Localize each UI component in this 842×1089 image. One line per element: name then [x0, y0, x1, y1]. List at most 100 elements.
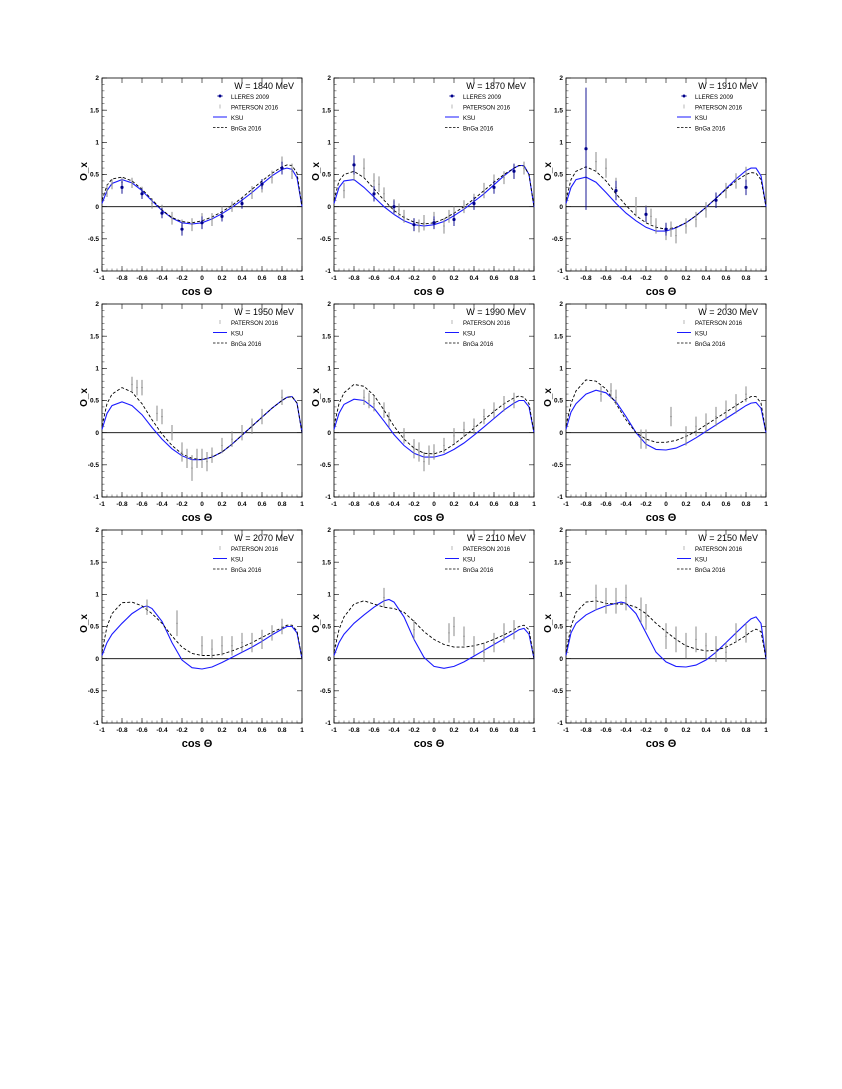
data-point-paterson — [640, 609, 642, 612]
data-point-paterson — [261, 415, 263, 418]
data-point-lleres — [584, 147, 588, 151]
x-tick-label: 0.8 — [277, 275, 286, 282]
data-point-lleres — [160, 211, 164, 215]
data-point-paterson — [735, 180, 737, 182]
legend-entry: KSU — [445, 558, 475, 564]
data-point-paterson — [745, 632, 747, 634]
y-tick-label: -0.5 — [88, 236, 100, 243]
legend-entry: KSU — [677, 116, 707, 122]
y-tick-label: -1 — [557, 494, 563, 501]
data-point-paterson — [201, 645, 203, 647]
data-point-paterson — [625, 596, 627, 599]
data-point-paterson — [403, 215, 405, 218]
x-tick-label: -0.4 — [620, 275, 632, 282]
data-point-paterson — [111, 183, 113, 185]
data-point-paterson — [645, 616, 647, 618]
x-tick-label: 0 — [200, 727, 204, 734]
data-point-lleres — [614, 188, 618, 193]
x-tick-label: 0.4 — [237, 727, 246, 734]
series-line-ksu — [333, 398, 535, 458]
x-tick-label: 0.8 — [741, 501, 750, 508]
legend-label: BnGa 2016 — [463, 342, 494, 348]
y-tick-label: 2 — [559, 75, 563, 82]
data-point-paterson — [171, 431, 173, 434]
y-tick-label: 1.5 — [554, 107, 563, 114]
data-point-lleres — [180, 227, 184, 231]
x-tick-label: 1 — [764, 275, 768, 282]
data-point-paterson — [186, 457, 188, 460]
data-point-paterson — [670, 415, 672, 418]
y-tick-label: 0 — [327, 656, 331, 663]
data-point-paterson — [503, 632, 505, 634]
y-axis-label: O_x — [79, 614, 90, 633]
x-tick-label: -0.2 — [640, 275, 652, 282]
data-point-paterson — [483, 415, 485, 418]
data-point-paterson — [595, 160, 597, 163]
x-tick-label: 0.2 — [449, 275, 458, 282]
y-tick-label: -1 — [557, 268, 563, 275]
data-point-paterson — [448, 632, 450, 634]
data-point-paterson — [191, 467, 193, 469]
legend-entry: LLERES 2009 — [217, 94, 270, 101]
y-tick-label: -0.5 — [320, 688, 332, 695]
y-axis-label: O_x — [311, 614, 322, 633]
data-point-paterson — [161, 415, 163, 418]
data-point-paterson — [373, 402, 375, 405]
y-tick-label: 0 — [327, 430, 331, 437]
data-point-paterson — [503, 402, 505, 405]
data-point-paterson — [176, 622, 178, 625]
data-point-paterson — [463, 635, 465, 637]
x-tick-label: 0.6 — [257, 501, 266, 508]
x-axis-label: cos Θ — [646, 286, 677, 298]
legend-entry: LLERES 2009 — [681, 94, 734, 101]
data-point-paterson — [665, 635, 667, 637]
data-point-lleres — [412, 223, 416, 227]
data-point-lleres — [220, 214, 224, 218]
data-point-paterson — [595, 596, 597, 599]
legend-entry: KSU — [445, 116, 475, 122]
data-point-paterson — [231, 438, 233, 440]
legend-entry: BnGa 2016 — [445, 342, 494, 348]
y-tick-label: -0.5 — [88, 462, 100, 469]
data-point-lleres — [744, 185, 748, 189]
data-point-paterson — [483, 189, 485, 192]
x-tick-label: 0 — [432, 727, 436, 734]
y-tick-label: -1 — [325, 494, 331, 501]
data-point-lleres — [492, 185, 496, 189]
legend-entry: KSU — [445, 332, 475, 338]
data-point-paterson — [725, 189, 727, 192]
y-tick-label: 1 — [327, 366, 331, 373]
legend-label: PATERSON 2016 — [231, 106, 279, 112]
x-tick-label: -0.6 — [368, 275, 380, 282]
legend-entry: BnGa 2016 — [445, 127, 494, 133]
y-tick-label: 2 — [95, 75, 99, 82]
x-tick-label: 0 — [432, 275, 436, 282]
data-point-paterson — [675, 638, 677, 641]
data-point-paterson — [373, 180, 375, 182]
x-tick-label: -0.4 — [156, 275, 168, 282]
data-point-lleres — [512, 169, 516, 173]
legend-label: PATERSON 2016 — [231, 547, 279, 553]
y-axis-label: O_x — [543, 388, 554, 407]
data-point-paterson — [141, 386, 143, 389]
x-tick-label: -0.2 — [408, 727, 420, 734]
y-tick-label: -0.5 — [320, 236, 332, 243]
series-line-bnga — [333, 383, 535, 455]
chart-panel-8: -1 -0.8 -0.6 -0.4 -0.2 0 0.2 0.4 0.6 0.8 1 -1 -0.5 0 0… — [311, 527, 536, 750]
legend-entry: KSU — [213, 558, 243, 564]
data-point-paterson — [383, 596, 385, 599]
data-point-paterson — [448, 215, 450, 218]
y-axis-label: O_x — [79, 388, 90, 407]
y-axis-label: O_x — [311, 388, 322, 407]
x-tick-label: 1 — [300, 275, 304, 282]
data-point-paterson — [423, 221, 425, 224]
x-tick-label: -1 — [99, 275, 105, 282]
legend-entry: BnGa 2016 — [677, 127, 726, 133]
data-point-paterson — [725, 651, 727, 654]
x-tick-label: -0.8 — [580, 727, 592, 734]
data-point-paterson — [523, 167, 525, 169]
data-point-paterson — [610, 390, 612, 392]
x-tick-label: 1 — [532, 501, 536, 508]
data-point-paterson — [383, 193, 385, 195]
data-point-paterson — [635, 205, 637, 208]
